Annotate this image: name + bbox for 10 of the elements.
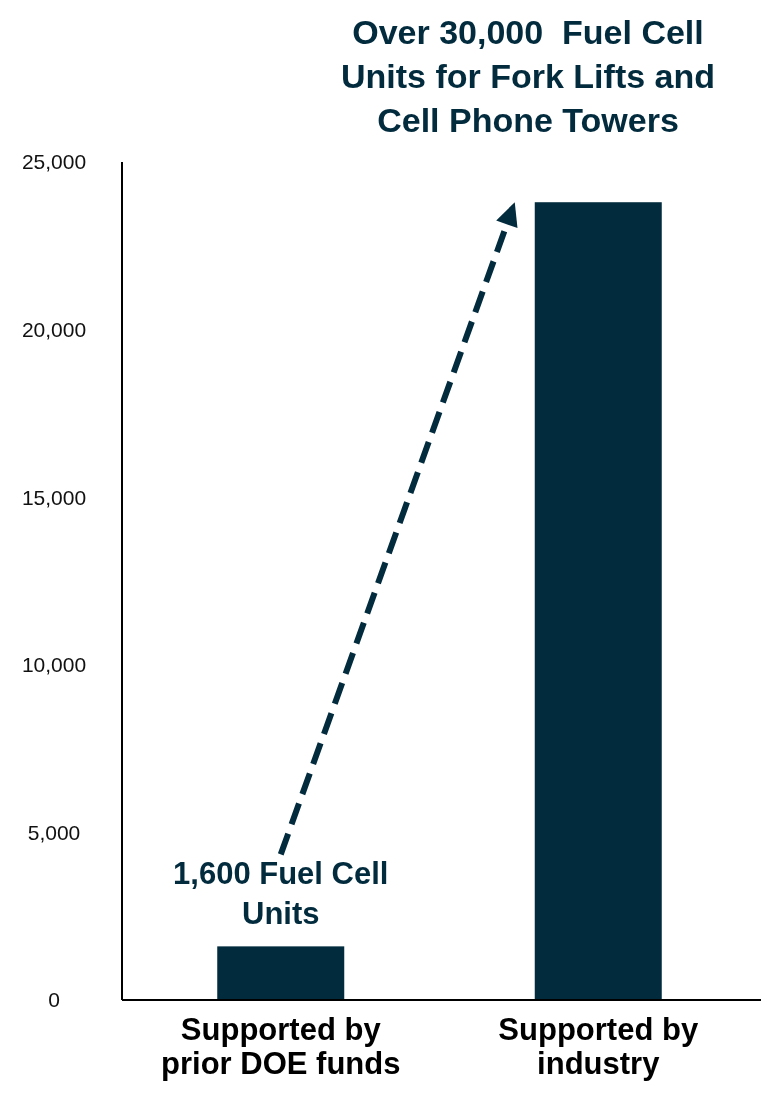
chart-title: Over 30,000 Fuel Cell Units for Fork Lifts and Cell Phone Towers — [341, 13, 715, 139]
y-tick-label: 20,000 — [21, 317, 87, 341]
y-tick-label: 0 — [48, 988, 60, 1012]
y-tick-label: 15,000 — [21, 485, 87, 509]
x-tick-label: Supported by prior DOE funds — [161, 1012, 401, 1081]
y-tick-label: 25,000 — [21, 150, 87, 174]
y-tick-label: 10,000 — [21, 653, 87, 677]
y-tick-label: 5,000 — [27, 820, 81, 844]
annotation: 1,600 Fuel Cell Units — [173, 856, 389, 932]
x-tick-label: Supported by industry — [498, 1012, 699, 1081]
